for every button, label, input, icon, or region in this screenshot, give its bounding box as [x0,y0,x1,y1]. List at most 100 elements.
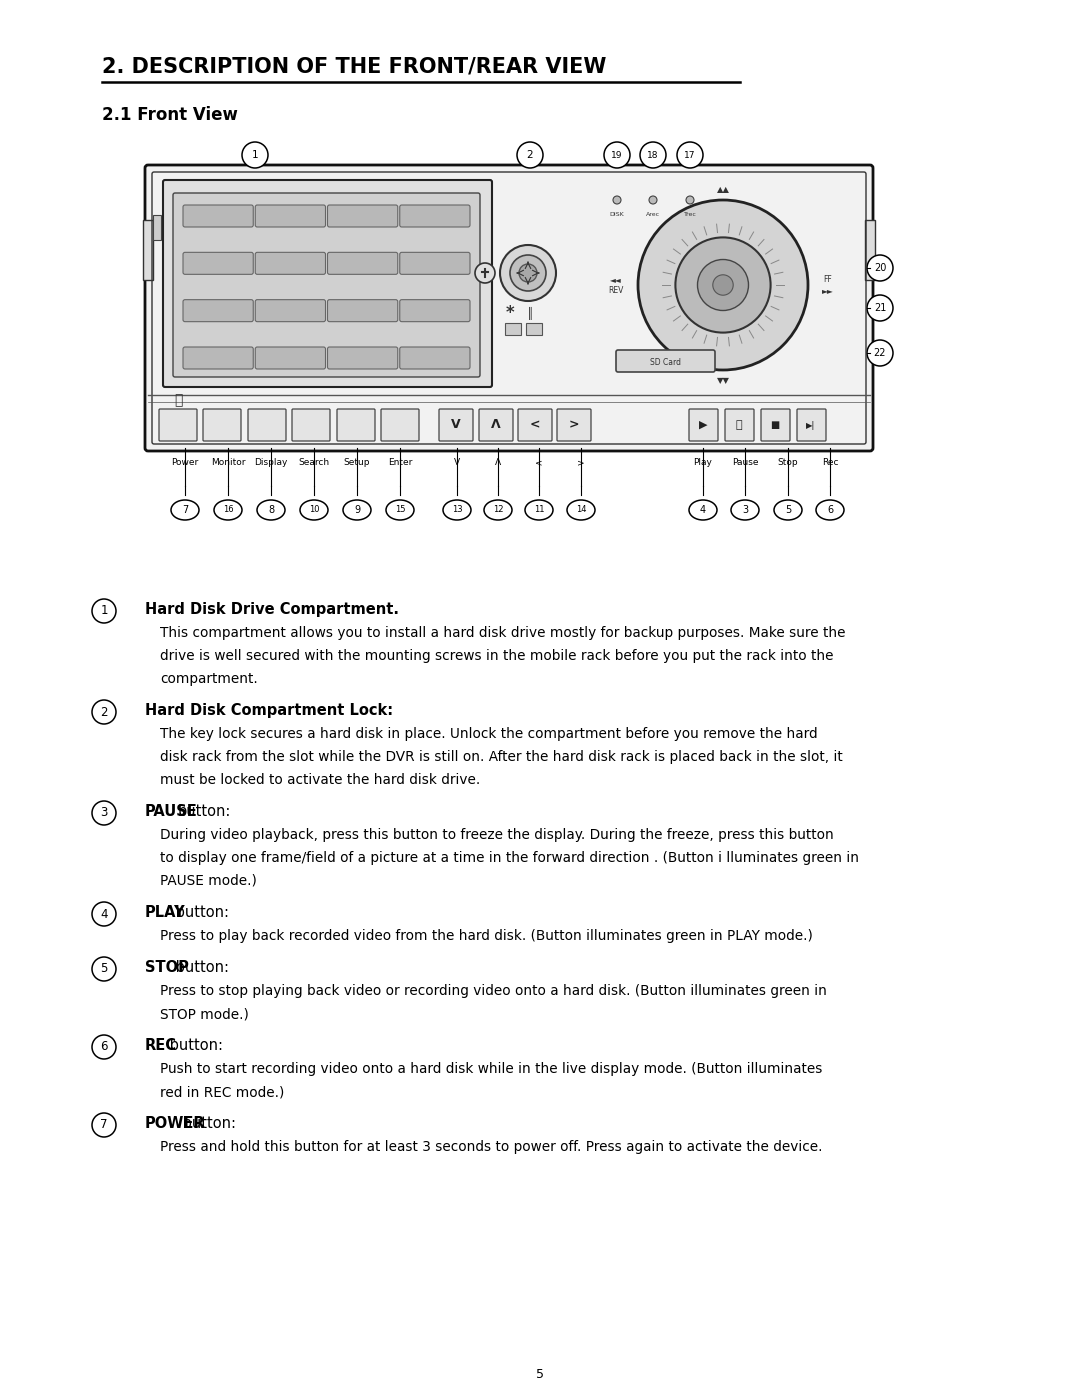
FancyBboxPatch shape [255,300,325,321]
FancyBboxPatch shape [327,346,397,369]
FancyBboxPatch shape [183,346,253,369]
FancyBboxPatch shape [183,205,253,226]
FancyBboxPatch shape [248,409,286,441]
Text: 15: 15 [395,506,405,514]
Text: Push to start recording video onto a hard disk while in the live display mode. (: Push to start recording video onto a har… [160,1062,822,1076]
Text: disk rack from the slot while the DVR is still on. After the hard disk rack is p: disk rack from the slot while the DVR is… [160,750,842,764]
Bar [153,215,161,240]
FancyBboxPatch shape [327,253,397,274]
FancyBboxPatch shape [518,409,552,441]
Text: 2. DESCRIPTION OF THE FRONT/REAR VIEW: 2. DESCRIPTION OF THE FRONT/REAR VIEW [102,56,606,75]
Circle shape [649,196,657,204]
Text: ▶: ▶ [699,420,707,430]
Ellipse shape [300,500,328,520]
Ellipse shape [731,500,759,520]
Text: ▼▼: ▼▼ [716,376,729,386]
Text: 2: 2 [527,149,534,161]
FancyBboxPatch shape [173,193,480,377]
Text: DISK: DISK [609,212,624,217]
Text: POWER: POWER [145,1116,205,1132]
Circle shape [604,142,630,168]
Circle shape [92,800,116,826]
Circle shape [867,295,893,321]
Ellipse shape [484,500,512,520]
Ellipse shape [443,500,471,520]
Text: button:: button: [171,960,229,975]
FancyBboxPatch shape [327,300,397,321]
FancyBboxPatch shape [163,180,492,387]
Text: FF
►►: FF ►► [822,275,834,295]
FancyBboxPatch shape [183,253,253,274]
Text: Display: Display [254,458,287,467]
Text: Λ: Λ [495,458,501,467]
Text: 2.1 Front View: 2.1 Front View [102,106,238,124]
Circle shape [92,700,116,724]
Circle shape [613,196,621,204]
FancyBboxPatch shape [616,351,715,372]
Ellipse shape [257,500,285,520]
Ellipse shape [816,500,843,520]
Circle shape [677,142,703,168]
Ellipse shape [774,500,802,520]
Ellipse shape [567,500,595,520]
Text: Enter: Enter [388,458,413,467]
Circle shape [242,142,268,168]
Text: Λ: Λ [491,419,501,432]
Text: 11: 11 [534,506,544,514]
Circle shape [713,275,733,295]
Text: 14: 14 [576,506,586,514]
Circle shape [92,957,116,981]
Text: 6: 6 [100,1041,108,1053]
Circle shape [510,256,546,291]
FancyBboxPatch shape [255,205,325,226]
FancyBboxPatch shape [797,409,826,441]
Text: Setup: Setup [343,458,370,467]
Circle shape [92,599,116,623]
Ellipse shape [343,500,372,520]
Circle shape [638,200,808,370]
Text: 19: 19 [611,151,623,159]
FancyBboxPatch shape [761,409,789,441]
FancyBboxPatch shape [255,253,325,274]
Circle shape [517,142,543,168]
Ellipse shape [525,500,553,520]
Circle shape [698,260,748,310]
Text: Stop: Stop [778,458,798,467]
Text: 2: 2 [100,705,108,718]
Text: Press to play back recorded video from the hard disk. (Button illuminates green : Press to play back recorded video from t… [160,929,813,943]
FancyBboxPatch shape [337,409,375,441]
Text: 16: 16 [222,506,233,514]
Circle shape [867,256,893,281]
Text: PLAY: PLAY [145,905,186,921]
Text: Play: Play [693,458,713,467]
FancyBboxPatch shape [557,409,591,441]
Text: Pause: Pause [732,458,758,467]
FancyBboxPatch shape [480,409,513,441]
Text: During video playback, press this button to freeze the display. During the freez: During video playback, press this button… [160,828,834,842]
Text: PAUSE: PAUSE [145,805,198,819]
Ellipse shape [689,500,717,520]
FancyBboxPatch shape [145,165,873,451]
FancyBboxPatch shape [725,409,754,441]
Text: 13: 13 [451,506,462,514]
Circle shape [675,237,771,332]
Circle shape [519,264,537,282]
Text: 12: 12 [492,506,503,514]
FancyBboxPatch shape [400,205,470,226]
Text: Power: Power [172,458,199,467]
Text: 4: 4 [100,908,108,921]
Text: 3: 3 [742,504,748,515]
Text: compartment.: compartment. [160,672,258,686]
FancyBboxPatch shape [438,409,473,441]
FancyBboxPatch shape [292,409,330,441]
FancyBboxPatch shape [400,300,470,321]
Text: Rec: Rec [822,458,838,467]
Text: This compartment allows you to install a hard disk drive mostly for backup purpo: This compartment allows you to install a… [160,626,846,640]
Bar [505,323,521,335]
Text: 5: 5 [785,504,792,515]
Text: ║: ║ [527,306,534,320]
Text: button:: button: [177,1116,235,1132]
Text: ■: ■ [770,420,780,430]
Circle shape [92,1035,116,1059]
Ellipse shape [386,500,414,520]
